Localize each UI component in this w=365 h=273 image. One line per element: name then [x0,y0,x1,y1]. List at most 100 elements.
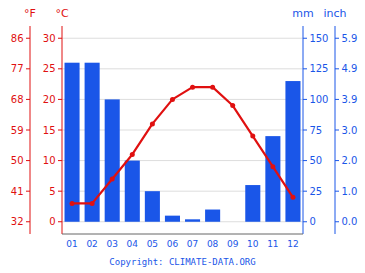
tick [58,191,62,192]
tick [335,68,339,69]
marks [65,63,301,222]
axis-y3ticks: 32 41 50 59 68 77 86 °F [11,7,36,234]
tick [303,99,307,100]
tick-label: 12 [287,239,298,249]
tick [303,160,307,161]
tick [303,130,307,131]
tick-label: 100 [309,94,328,105]
tick-label: 4.9 [341,63,357,74]
tick [26,99,30,100]
tick-label: 04 [127,239,139,249]
axis-line [62,234,303,235]
temp-point [70,201,75,206]
annotation: Copyright: CLIMATE-DATA.ORG [109,257,255,267]
temp-point [250,134,255,139]
tick-label: 3.9 [341,94,357,105]
tick-label: 06 [167,239,179,249]
tick-label: 50 [11,155,24,166]
tick-label: 77 [11,63,24,74]
tick [303,38,307,39]
tick-label: 150 [309,33,328,44]
tick [335,99,339,100]
tick [303,191,307,192]
tick-label: 2.0 [341,155,357,166]
axis-y4ticks: 0.01.02.03.03.94.95.9inch [323,7,357,234]
axis-yticks: 0 5 10 15 20 25 30 °C [43,7,69,234]
temp-point [90,201,95,206]
tick-label: 15 [43,125,56,136]
temp-point [210,85,215,90]
tick-label: 05 [147,239,158,249]
tick-label: 25 [309,186,322,197]
tick-label: 5 [49,186,55,197]
precip-bar [245,185,260,222]
tick [335,38,339,39]
precip-bar [285,81,300,222]
tick-label: 20 [43,94,56,105]
tick-label: 30 [43,33,56,44]
tick-label: 01 [66,239,77,249]
tick-label: 3.0 [341,125,357,136]
temp-point [290,195,295,200]
precip-bar [185,219,200,221]
tick [58,130,62,131]
tick-label: 11 [267,239,278,249]
precip-bar [125,161,140,222]
precip-bar [65,63,80,222]
tick-label: 41 [11,186,24,197]
tick [58,160,62,161]
axis-label: mm [292,7,313,20]
temp-point [270,164,275,169]
tick [26,160,30,161]
tick [58,68,62,69]
tick [303,68,307,69]
grid [62,38,303,222]
tick [58,38,62,39]
temp-line [72,87,293,203]
tick-label: 32 [11,216,24,227]
tick-label: 86 [11,33,24,44]
tick-label: 59 [11,125,24,136]
precip-bar [205,210,220,222]
tick-label: 68 [11,94,24,105]
tick-label: 75 [309,125,322,136]
axis-x: 010203040506070809101112 [62,234,303,249]
axis-label: °F [24,7,36,20]
tick [335,221,339,222]
tick [26,68,30,69]
axis-y2ticks: 0255075100125150mm [292,7,328,234]
tick [335,130,339,131]
precip-bar [105,99,120,221]
chart: 051015202530°C32415059687786°F0255075100… [0,0,365,273]
tick [335,191,339,192]
tick-label: 0 [49,216,55,227]
tick [335,160,339,161]
tick-label: 5.9 [341,33,357,44]
precip-bar [225,221,240,222]
axis-label: inch [323,7,346,20]
tick [58,99,62,100]
temp-point [230,103,235,108]
tick-label: 10 [247,239,259,249]
tick-label: 08 [207,239,219,249]
precip-bar [165,216,180,222]
tick-label: 1.0 [341,186,357,197]
precip-bar [265,136,280,222]
axis-label: °C [55,7,69,20]
tick [26,221,30,222]
tick-label: 50 [309,155,322,166]
tick-label: 03 [106,239,117,249]
temp-point [170,97,175,102]
tick [26,38,30,39]
temp-point [190,85,195,90]
tick-label: 10 [43,155,56,166]
temp-point [110,176,115,181]
tick [26,130,30,131]
tick-label: 02 [86,239,97,249]
tick-label: 25 [43,63,56,74]
tick [303,221,307,222]
temp-point [150,121,155,126]
grid-line [62,38,303,39]
tick-label: 125 [309,63,328,74]
temp-point [130,152,135,157]
